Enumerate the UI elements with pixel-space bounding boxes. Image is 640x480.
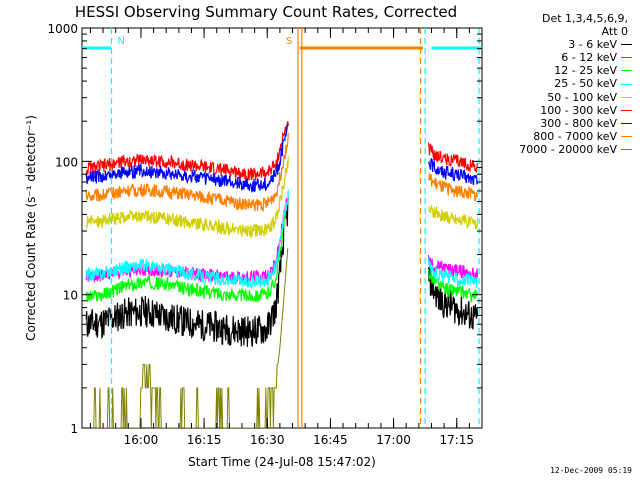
- legend-entry-300: 300 - 800 keV: [482, 117, 632, 130]
- legend-label: 3 - 6 keV: [568, 38, 617, 52]
- y-tick-label-100: 100: [55, 155, 78, 169]
- series-line-3-seg0: [85, 197, 289, 347]
- legend-swatch: [621, 70, 632, 72]
- legend-entry-50: 50 - 100 keV: [482, 91, 632, 104]
- series-line-50-seg1: [428, 204, 479, 230]
- chart-title: HESSI Observing Summary Count Rates, Cor…: [75, 3, 457, 21]
- series-line-100-seg0: [85, 121, 289, 182]
- legend-swatch: [621, 83, 632, 85]
- legend-label: 6 - 12 keV: [561, 51, 617, 65]
- y-tick-label-1: 1: [70, 422, 78, 436]
- legend-header-detectors: Det 1,3,4,5,6,9,: [541, 12, 628, 25]
- legend-label: 7000 - 20000 keV: [519, 142, 617, 156]
- x-tick-label-17:15: 17:15: [439, 433, 474, 447]
- series-line-12-seg0: [85, 201, 289, 303]
- legend-label: 100 - 300 keV: [540, 103, 617, 117]
- legend-label: 12 - 25 keV: [554, 64, 617, 78]
- series-line-50-seg0: [85, 156, 289, 240]
- legend-entry-800: 800 - 7000 keV: [482, 130, 632, 143]
- axes: 1 10 100 1000 16:00 16:15 16:30 16:45 17:00 17:15: [47, 22, 482, 447]
- legend-label: 25 - 50 keV: [554, 77, 617, 91]
- x-tick-label-16:30: 16:30: [250, 433, 285, 447]
- flag-label-N: N: [117, 36, 124, 47]
- x-axis-label: Start Time (24-Jul-08 15:47:02): [188, 455, 376, 469]
- legend-label: 50 - 100 keV: [547, 90, 617, 104]
- x-tick-label-17:00: 17:00: [376, 433, 411, 447]
- x-tick-label-16:45: 16:45: [313, 433, 348, 447]
- series-line-100-seg1: [427, 142, 479, 174]
- legend-entry-100: 100 - 300 keV: [482, 104, 632, 117]
- series-line-3-seg1: [427, 263, 479, 330]
- legend-swatch: [621, 135, 632, 137]
- series-line-800-seg0: [85, 132, 289, 212]
- legend-entry-3: 3 - 6 keV: [482, 38, 632, 51]
- series-line-12-seg1: [427, 269, 479, 304]
- timestamp: 12-Dec-2009 05:19: [550, 466, 632, 475]
- series-group: [85, 121, 479, 428]
- y-tick-label-10: 10: [63, 289, 78, 303]
- series-line-25-seg1: [427, 257, 478, 288]
- legend-swatch: [621, 57, 632, 59]
- legend-swatch: [621, 109, 632, 111]
- legend-label: 300 - 800 keV: [540, 116, 617, 130]
- x-tick-label-16:15: 16:15: [187, 433, 222, 447]
- legend-entry-6: 6 - 12 keV: [482, 51, 632, 64]
- legend-swatch: [621, 96, 632, 98]
- legend-swatch: [621, 148, 632, 150]
- x-tick-label-16:00: 16:00: [124, 433, 159, 447]
- legend: Det 1,3,4,5,6,9, Att 0 3 - 6 keV 6 - 12 k…: [482, 12, 632, 156]
- series-line-300-seg1: [427, 157, 479, 186]
- y-tick-label-1000: 1000: [47, 22, 78, 36]
- series-line-25-seg0: [85, 189, 289, 290]
- legend-swatch: [621, 122, 632, 124]
- legend-entry-25: 25 - 50 keV: [482, 77, 632, 90]
- legend-swatch: [621, 44, 632, 46]
- legend-header-attenuator: Att 0: [601, 25, 628, 39]
- legend-entry-12: 12 - 25 keV: [482, 64, 632, 77]
- y-axis-label: Corrected Count Rate (s⁻¹ detector⁻¹): [24, 115, 38, 341]
- series-line-300-seg0: [85, 124, 289, 194]
- legend-entries: 3 - 6 keV 6 - 12 keV 12 - 25 keV 25 - 50 ke…: [482, 38, 632, 156]
- legend-entry-7000: 7000 - 20000 keV: [482, 143, 632, 156]
- flag-label-S: S: [286, 36, 292, 47]
- plot-frame: [81, 27, 483, 429]
- legend-label: 800 - 7000 keV: [533, 129, 617, 143]
- series-line-800-seg1: [427, 173, 479, 202]
